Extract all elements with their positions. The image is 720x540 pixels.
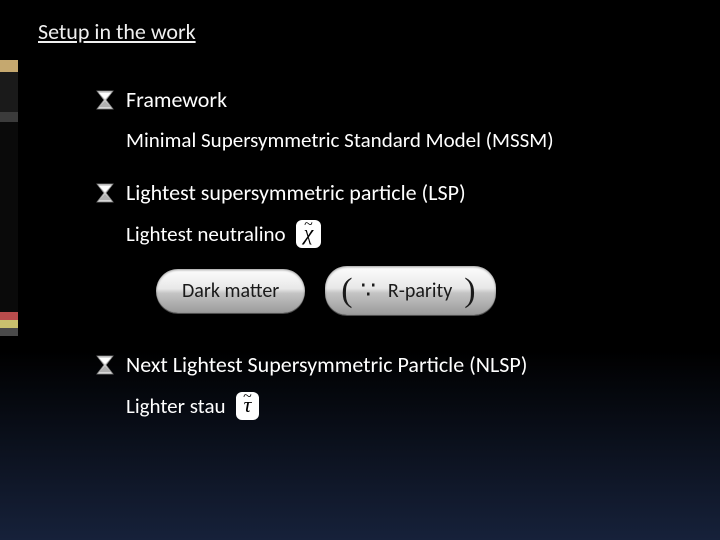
section-heading: Next Lightest Supersymmetric Particle (N… [126,351,527,378]
subtext-label: Lightest neutralino [126,221,286,247]
section-heading: Lightest supersymmetric particle (LSP) [126,179,466,206]
content-region: Framework Minimal Supersymmetric Standar… [96,86,686,446]
side-accent-bars [0,60,18,380]
section-subtext: Lighter stau ~ τ [126,392,686,420]
pill-row: Dark matter ( ∵ R-parity ) [156,266,686,315]
pill-dark-matter: Dark matter [156,269,305,313]
pill-rparity: ( ∵ R-parity ) [325,266,495,315]
section-framework: Framework Minimal Supersymmetric Standar… [96,86,686,153]
because-symbol: ∵ [361,276,376,305]
hourglass-icon [96,90,114,110]
symbol-tau: ~ τ [236,392,260,420]
section-lsp: Lightest supersymmetric particle (LSP) L… [96,179,686,315]
slide-title: Setup in the work [38,18,196,45]
symbol-chi: ~ χ [296,220,322,248]
section-subtext: Minimal Supersymmetric Standard Model (M… [126,127,686,153]
hourglass-icon [96,183,114,203]
section-nlsp: Next Lightest Supersymmetric Particle (N… [96,351,686,420]
section-heading: Framework [126,86,227,113]
hourglass-icon [96,355,114,375]
section-subtext: Lightest neutralino ~ χ [126,220,686,248]
subtext-label: Lighter stau [126,393,226,419]
